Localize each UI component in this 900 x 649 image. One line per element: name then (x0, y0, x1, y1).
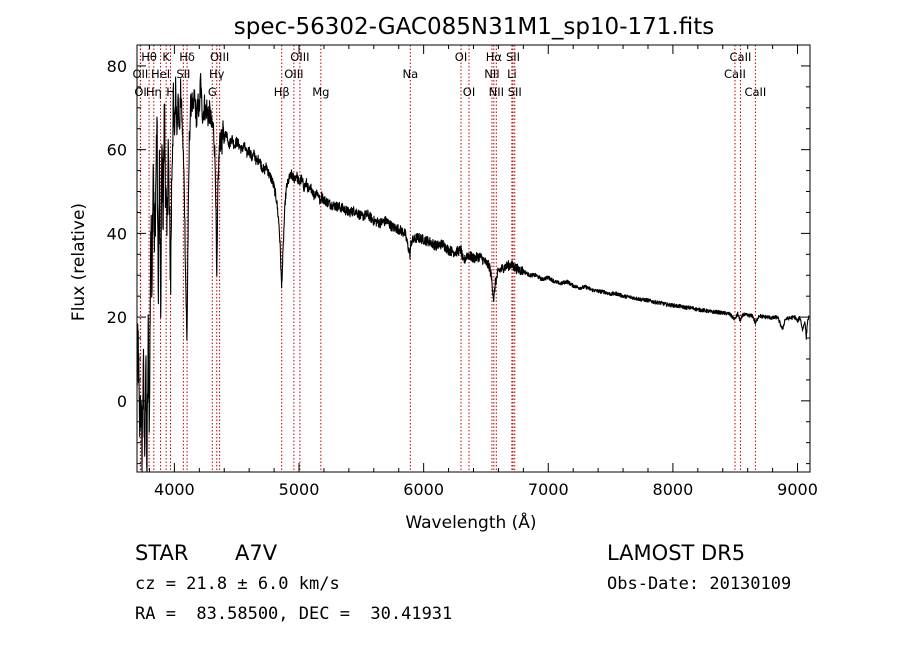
x-axis-ticks: 4000 5000 6000 7000 8000 9000 (148, 45, 818, 499)
x-axis-label: Wavelength (Å) (405, 511, 536, 533)
spectrum-line (136, 72, 810, 473)
line-label: CaII (730, 50, 752, 64)
x-tick-label: 9000 (777, 480, 818, 499)
line-label: Na (402, 67, 418, 81)
y-tick-label: 80 (107, 57, 127, 76)
line-label: K (162, 50, 170, 64)
x-tick-label: 4000 (154, 480, 195, 499)
chart-title: spec-56302-GAC085N31M1_sp10-171.fits (234, 14, 714, 40)
spectral-subclass: A7V (235, 541, 278, 565)
x-tick-label: 6000 (403, 480, 444, 499)
line-label: Hδ (179, 50, 195, 64)
line-label: Hθ (141, 50, 157, 64)
line-label: NII (489, 85, 504, 99)
x-tick-label: 7000 (528, 480, 569, 499)
plot-frame (136, 44, 811, 473)
line-label: OIII (210, 50, 229, 64)
line-label: OI (463, 85, 475, 99)
line-label: G (208, 85, 217, 99)
x-tick-label: 8000 (653, 480, 694, 499)
line-label: HeI (151, 67, 170, 81)
line-label: Li (507, 67, 517, 81)
line-label: CaII (724, 67, 746, 81)
object-class: STAR (135, 541, 189, 565)
line-label: H (166, 85, 175, 99)
redshift-cz: cz = 21.8 ± 6.0 km/s (135, 574, 340, 594)
line-label: Hγ (209, 67, 225, 81)
line-label: CaII (744, 85, 766, 99)
line-label: OII (132, 67, 148, 81)
observation-date: Obs-Date: 20130109 (607, 574, 792, 594)
line-label: Hα (486, 50, 503, 64)
coordinates: RA = 83.58500, DEC = 30.41931 (135, 604, 453, 624)
y-tick-label: 40 (107, 224, 127, 243)
y-tick-label: 0 (117, 392, 127, 411)
y-tick-label: 20 (107, 308, 127, 327)
line-label: Hβ (274, 85, 290, 99)
line-label: Mg (312, 85, 329, 99)
line-label: OIII (290, 50, 309, 64)
line-label: OI (134, 85, 146, 99)
y-axis-label: Flux (relative) (69, 203, 89, 321)
line-label: SII (506, 50, 520, 64)
x-tick-label: 5000 (279, 480, 320, 499)
line-label: SII (508, 85, 522, 99)
survey-name: LAMOST DR5 (607, 541, 746, 565)
line-label: NII (484, 67, 499, 81)
line-markers (139, 45, 756, 472)
line-label: SII (176, 67, 190, 81)
line-label: Hη (146, 85, 162, 99)
y-tick-label: 60 (107, 141, 127, 160)
line-label: OIII (284, 67, 303, 81)
line-label: OI (455, 50, 467, 64)
